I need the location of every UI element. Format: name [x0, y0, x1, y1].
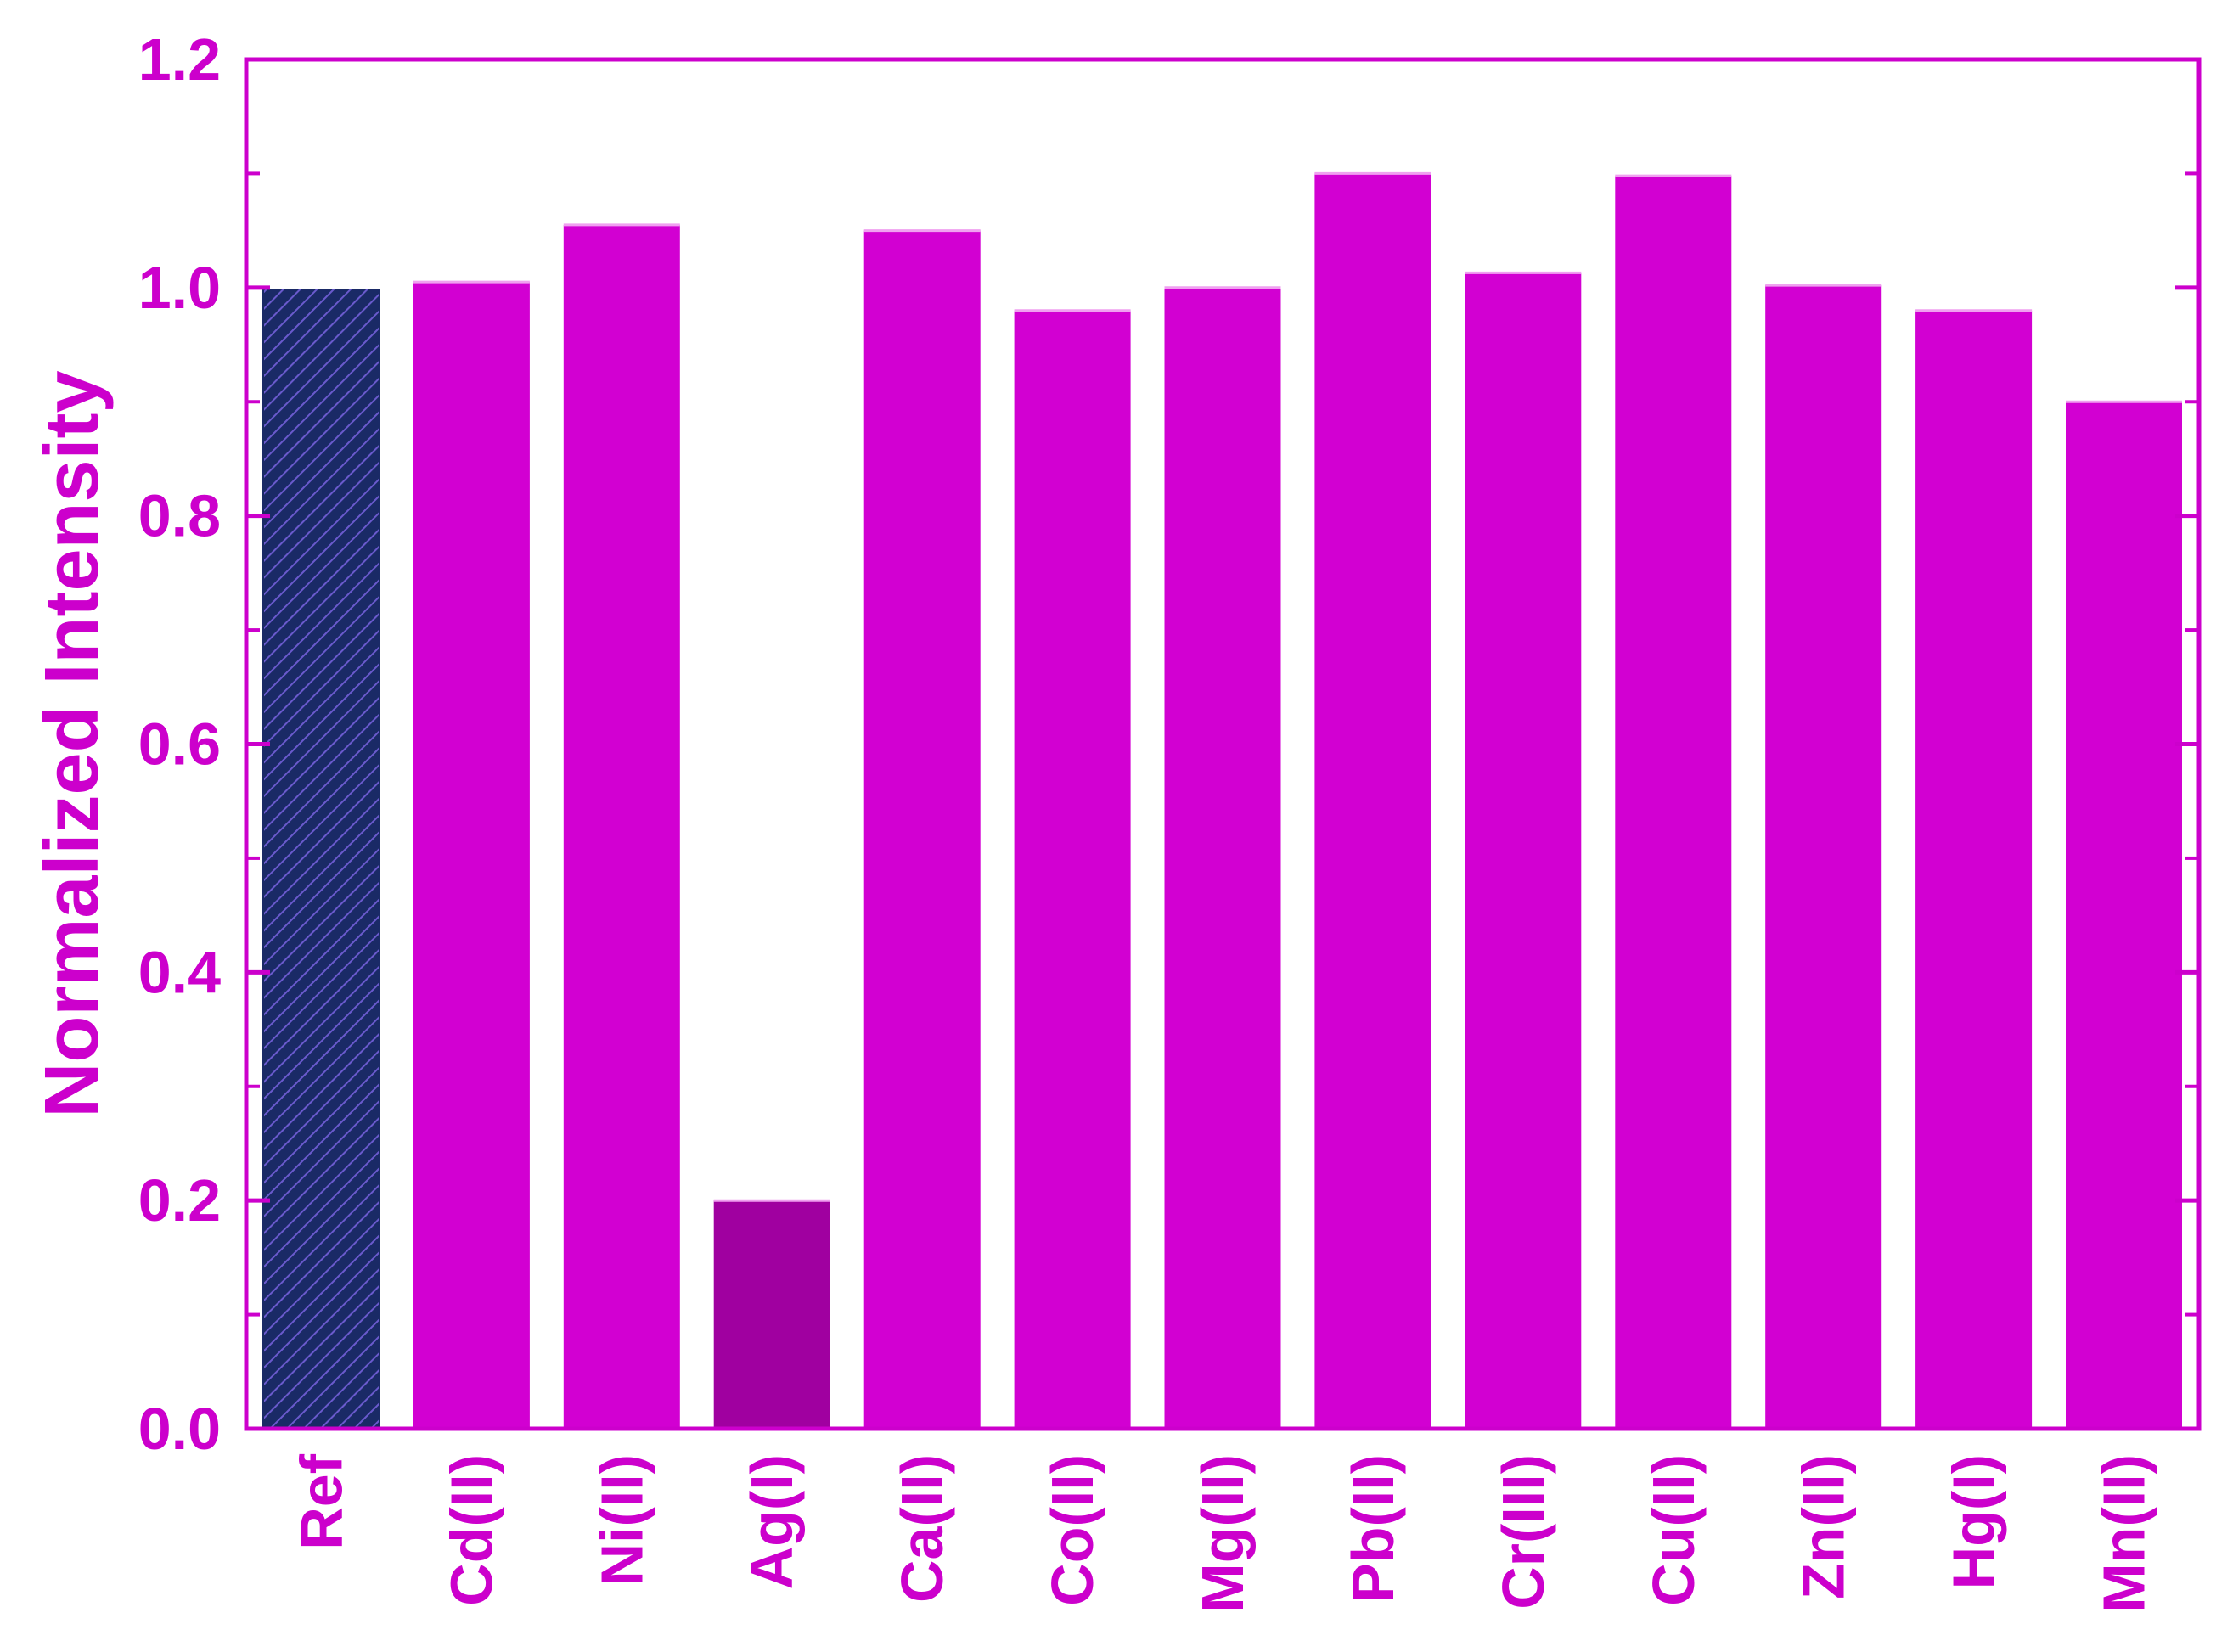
y-tick-label: 0.6	[138, 711, 221, 778]
y-axis-ticks: 0.0 0.2 0.4 0.6 0.8 1.0 1.2	[138, 26, 2199, 1462]
y-axis-title: Normalized Intensity	[30, 370, 115, 1117]
bar-mgii	[1164, 287, 1281, 1429]
x-tick-label: Ref	[289, 1453, 355, 1549]
bar-znii	[1765, 285, 1882, 1430]
y-tick-label: 0.8	[138, 483, 221, 549]
bar-niii	[563, 224, 680, 1429]
x-tick-label: Mg(II)	[1190, 1454, 1256, 1613]
bar-criii	[1465, 273, 1582, 1429]
x-tick-label: Cu(II)	[1640, 1454, 1707, 1606]
y-tick-label: 0.4	[138, 939, 221, 1005]
y-tick-label: 0.0	[138, 1396, 221, 1462]
bar-cuii	[1615, 176, 1732, 1430]
y-tick-label: 1.0	[138, 255, 221, 321]
y-tick-label: 1.2	[138, 26, 221, 93]
x-axis-ticks: Ref Cd(II) Ni(II) Ag(I) Ca(II) Co(II) Mg(II) Pb…	[289, 1453, 2157, 1612]
bar-pbii	[1314, 173, 1431, 1429]
bar-caii	[863, 230, 981, 1430]
x-tick-label: Co(II)	[1039, 1454, 1105, 1606]
bar-mnii	[2066, 402, 2182, 1430]
x-tick-label: Pb(II)	[1340, 1454, 1406, 1603]
x-tick-label: Zn(II)	[1791, 1454, 1857, 1599]
x-tick-label: Cr(III)	[1490, 1454, 1556, 1610]
bar-ref	[262, 286, 380, 1430]
bars-group	[262, 171, 2182, 1430]
bar-coii	[1014, 310, 1131, 1430]
x-tick-label: Cd(II)	[438, 1454, 504, 1606]
bar-cdii	[413, 282, 530, 1430]
x-tick-label: Ag(I)	[739, 1454, 805, 1589]
bar-agi	[713, 1200, 830, 1429]
bar-hgi	[1915, 310, 2033, 1430]
y-tick-label: 0.2	[138, 1167, 221, 1233]
x-tick-label: Hg(I)	[1941, 1454, 2007, 1589]
x-tick-label: Ca(II)	[889, 1454, 955, 1603]
x-tick-label: Mn(II)	[2091, 1454, 2157, 1613]
x-tick-label: Ni(II)	[588, 1454, 655, 1587]
